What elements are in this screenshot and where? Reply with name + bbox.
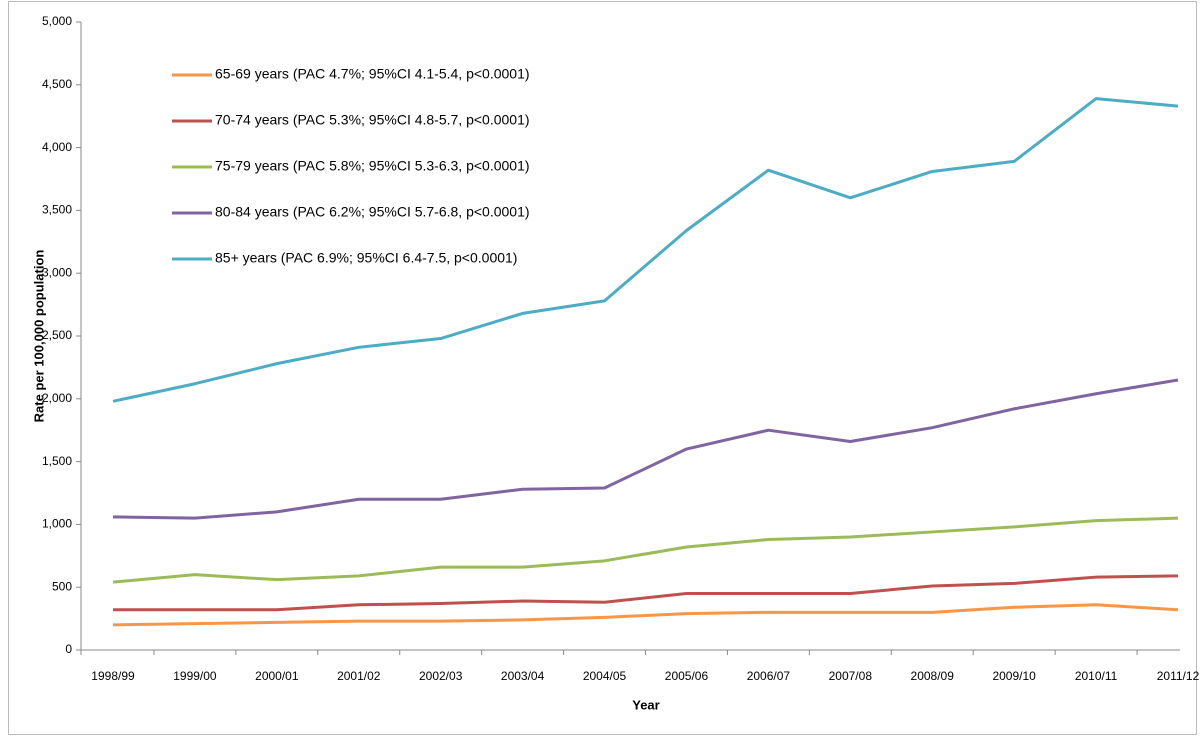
x-tick-label: 2008/09 bbox=[911, 669, 955, 683]
y-axis-title: Rate per 100,000 population bbox=[31, 250, 46, 423]
legend-label: 65-69 years (PAC 4.7%; 95%CI 4.1-5.4, p<… bbox=[215, 66, 530, 82]
series-line bbox=[112, 378, 1179, 520]
x-tick-label: 2011/12 bbox=[1157, 669, 1200, 683]
x-tick-label: 1999/00 bbox=[173, 669, 217, 683]
y-tick-label: 2,000 bbox=[42, 391, 72, 405]
x-tick-label: 2005/06 bbox=[665, 669, 709, 683]
y-tick-label: 3,000 bbox=[42, 265, 72, 279]
x-tick-label: 1998/99 bbox=[91, 669, 135, 683]
x-tick-label: 2001/02 bbox=[337, 669, 381, 683]
series-line bbox=[112, 603, 1179, 627]
x-tick-label: 2009/10 bbox=[992, 669, 1036, 683]
x-tick-label: 2010/11 bbox=[1075, 669, 1118, 683]
x-tick-label: 2002/03 bbox=[419, 669, 463, 683]
y-tick-label: 4,500 bbox=[42, 77, 72, 91]
x-axis-title: Year bbox=[632, 697, 659, 712]
x-tick-label: 2003/04 bbox=[501, 669, 545, 683]
series-line bbox=[112, 516, 1179, 584]
y-tick-label: 3,500 bbox=[42, 203, 72, 217]
y-tick-label: 2,500 bbox=[42, 328, 72, 342]
series-line bbox=[112, 97, 1179, 403]
legend-label: 75-79 years (PAC 5.8%; 95%CI 5.3-6.3, p<… bbox=[215, 158, 530, 174]
x-tick-label: 2007/08 bbox=[829, 669, 873, 683]
x-tick-label: 2006/07 bbox=[747, 669, 791, 683]
legend-label: 70-74 years (PAC 5.3%; 95%CI 4.8-5.7, p<… bbox=[215, 112, 530, 128]
y-tick-label: 1,000 bbox=[42, 517, 72, 531]
y-tick-label: 1,500 bbox=[42, 454, 72, 468]
y-tick-label: 500 bbox=[52, 579, 72, 593]
series-line bbox=[113, 574, 1179, 612]
y-tick-label: 0 bbox=[65, 642, 72, 656]
legend-label: 80-84 years (PAC 6.2%; 95%CI 5.7-6.8, p<… bbox=[215, 204, 530, 220]
x-tick-label: 2000/01 bbox=[255, 669, 299, 683]
chart-border bbox=[8, 1, 1197, 735]
legend-label: 85+ years (PAC 6.9%; 95%CI 6.4-7.5, p<0.… bbox=[215, 250, 517, 266]
x-tick-label: 2004/05 bbox=[583, 669, 627, 683]
y-tick-label: 5,000 bbox=[42, 14, 72, 28]
y-tick-label: 4,000 bbox=[42, 140, 72, 154]
